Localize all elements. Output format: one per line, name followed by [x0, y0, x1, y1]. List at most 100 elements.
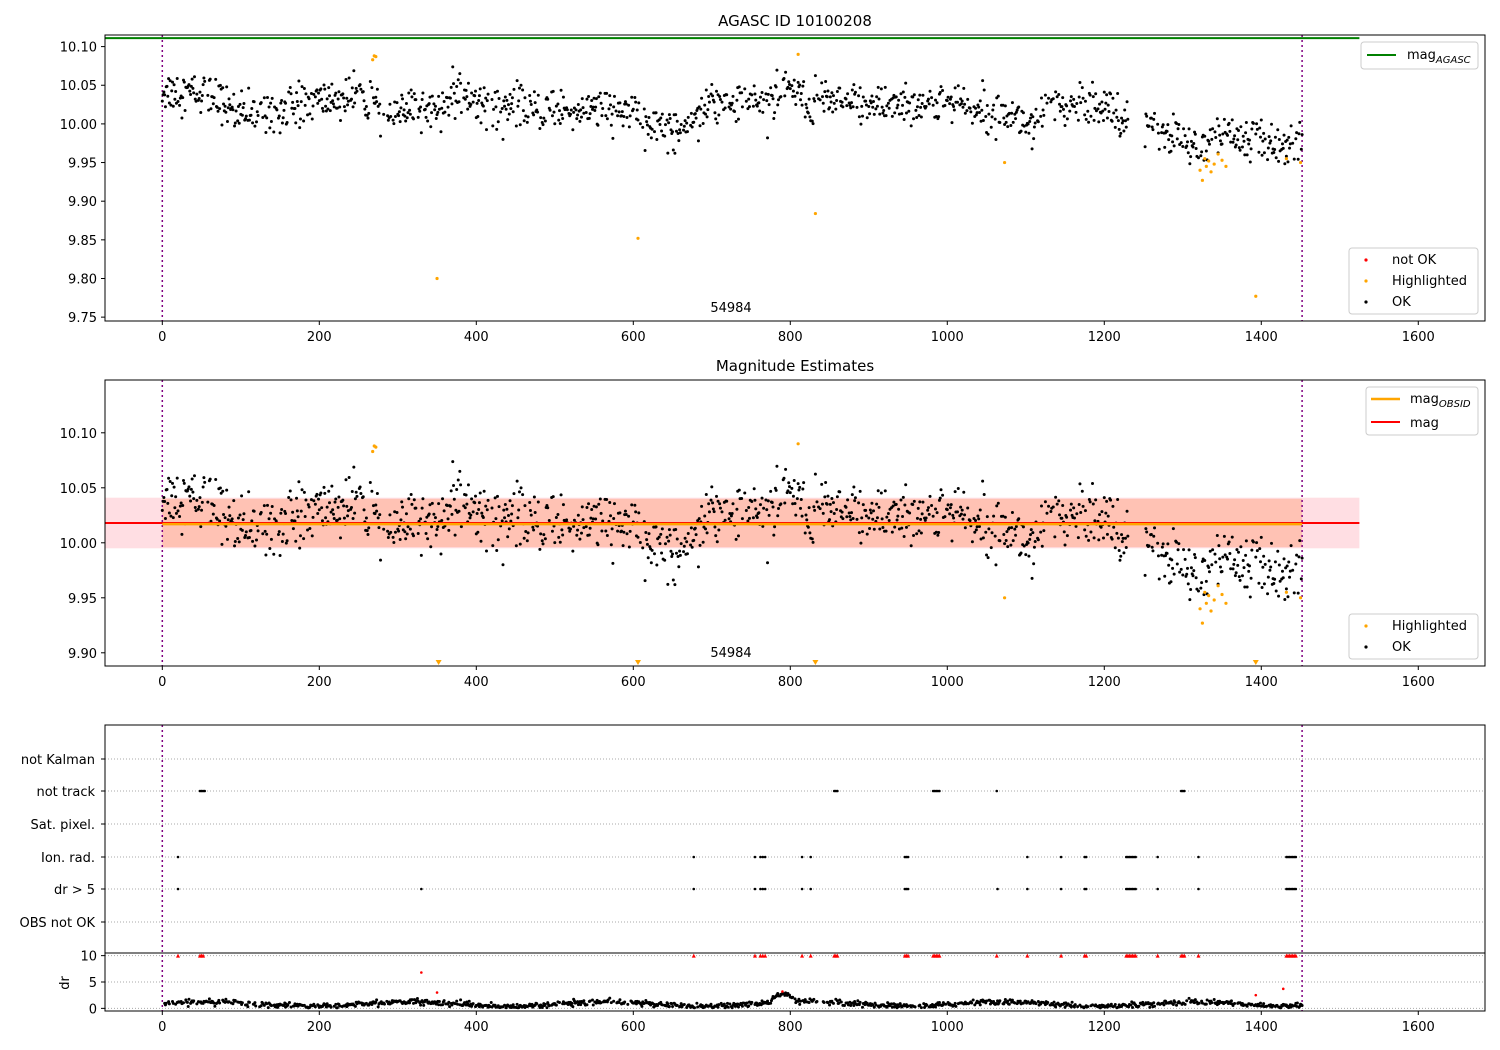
ok-point	[1060, 516, 1064, 520]
mag-ytick-label: 9.95	[68, 592, 97, 607]
ok-point	[850, 511, 854, 515]
ok-point	[238, 513, 242, 517]
highlighted-point	[435, 276, 439, 281]
ok-point	[1100, 510, 1104, 514]
ok-point	[542, 533, 546, 537]
ok-point	[992, 514, 996, 518]
ok-point	[1060, 105, 1064, 109]
ok-point	[877, 505, 881, 509]
ok-point	[919, 105, 923, 109]
ok-point	[1152, 117, 1156, 121]
dr-point	[769, 1001, 773, 1005]
ok-point	[576, 528, 580, 532]
ok-point	[459, 525, 463, 529]
ok-point	[760, 496, 764, 500]
ok-point	[766, 499, 770, 503]
ok-point	[752, 487, 756, 491]
ok-point	[389, 115, 393, 119]
dr-point	[642, 1001, 646, 1005]
ok-point	[830, 91, 834, 95]
ok-point	[1116, 497, 1120, 501]
ok-point	[1091, 80, 1095, 84]
ok-point	[1287, 560, 1291, 564]
ok-point	[320, 97, 324, 101]
ok-point	[338, 517, 342, 521]
ok-point	[581, 106, 585, 110]
ok-point	[192, 75, 196, 79]
ok-point	[501, 563, 505, 567]
ok-point	[798, 506, 802, 510]
ok-point	[1033, 121, 1037, 125]
ok-point	[830, 496, 834, 500]
ok-point	[322, 83, 326, 87]
flag-point	[1134, 855, 1137, 859]
ok-point	[1105, 93, 1109, 97]
ok-point	[840, 100, 844, 104]
ok-point	[298, 117, 302, 121]
ok-point	[609, 514, 613, 518]
ok-point	[1199, 586, 1203, 590]
ok-point	[807, 97, 811, 101]
ok-point	[1036, 538, 1040, 542]
ok-point	[989, 125, 993, 129]
ok-point	[705, 531, 709, 535]
ok-point	[1273, 560, 1277, 564]
ok-point	[660, 527, 664, 531]
ok-point	[541, 542, 545, 546]
dr-point	[670, 1002, 674, 1006]
ok-point	[1087, 497, 1091, 501]
ok-point	[296, 104, 300, 108]
ok-point	[421, 91, 425, 95]
flag-point	[809, 855, 812, 859]
ok-point	[367, 111, 371, 115]
ok-point	[600, 114, 604, 118]
ok-point	[190, 477, 194, 481]
ok-point	[985, 515, 989, 519]
ok-point	[361, 90, 365, 94]
ok-point	[793, 94, 797, 98]
ok-point	[671, 578, 675, 582]
ok-point	[627, 514, 631, 518]
ok-point	[974, 518, 978, 522]
ok-point	[1200, 150, 1204, 154]
ok-point	[755, 515, 759, 519]
ok-point	[858, 86, 862, 90]
ok-point	[1157, 147, 1161, 151]
ok-point	[970, 540, 974, 544]
dr-point	[858, 1000, 862, 1004]
ok-point	[1093, 519, 1097, 523]
ok-point	[209, 519, 213, 523]
ok-point	[1061, 96, 1065, 100]
ok-point	[522, 536, 526, 540]
ok-point	[621, 544, 625, 548]
ok-point	[1163, 574, 1167, 578]
ok-point	[818, 507, 822, 511]
ok-point	[1292, 591, 1296, 595]
ok-point	[663, 558, 667, 562]
ok-point	[471, 510, 475, 514]
ok-point	[291, 510, 295, 514]
ok-point	[1215, 117, 1219, 121]
ok-point	[1300, 133, 1304, 137]
ok-point	[825, 95, 829, 99]
ok-point	[604, 114, 608, 118]
ok-point	[554, 104, 558, 108]
ok-point	[1284, 154, 1288, 158]
ok-point	[674, 528, 678, 532]
ok-point	[247, 535, 251, 539]
ok-point	[306, 503, 310, 507]
ok-point	[846, 498, 850, 502]
dr-point	[422, 1003, 426, 1007]
highlighted-point	[1298, 596, 1303, 600]
ok-point	[1187, 127, 1191, 131]
ok-point	[471, 100, 475, 104]
ok-point	[899, 498, 903, 502]
ok-point	[963, 111, 967, 115]
ok-point	[561, 503, 565, 507]
dr-point	[760, 999, 764, 1003]
ok-point	[361, 495, 365, 499]
ok-point	[198, 496, 202, 500]
ok-point	[1233, 574, 1237, 578]
ok-point	[252, 509, 256, 513]
ok-point	[247, 118, 251, 122]
